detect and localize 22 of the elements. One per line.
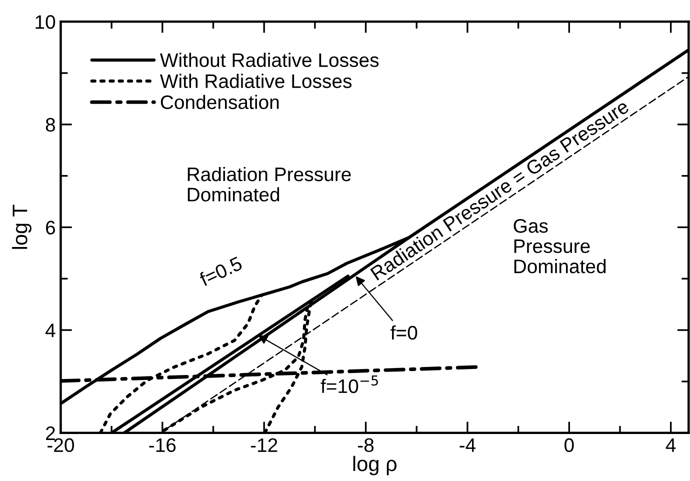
legend-label: Without Radiative Losses [160, 52, 379, 68]
x-axis-title: log ρ [353, 456, 397, 476]
x-tick-label: 0 [564, 438, 574, 452]
x-tick-label: -20 [48, 438, 74, 452]
x-tick-label: -12 [250, 438, 278, 452]
x-tick-label: 4 [666, 438, 676, 452]
annotation: f=0 [390, 325, 418, 340]
legend-label: Condensation [160, 94, 279, 110]
y-tick-label: 10 [36, 15, 56, 29]
annotation: Radiation Pressure Dominated [188, 166, 351, 202]
y-tick-label: 4 [45, 324, 56, 338]
y-tick-label: 6 [46, 220, 56, 235]
legend-label: With Radiative Losses [160, 74, 352, 88]
x-tick-label: -16 [149, 438, 176, 452]
annotation: f=0.5 [198, 256, 243, 287]
x-tick-label: -8 [358, 438, 374, 452]
annotation: Gas Pressure Dominated [514, 219, 606, 274]
y-tick-label: 8 [46, 118, 56, 132]
x-tick-label: -4 [460, 438, 476, 452]
annotation: f=10$^{−5}$ [320, 376, 378, 394]
y-axis-title: log T [12, 204, 32, 249]
y-tick-label: 2 [46, 426, 55, 440]
